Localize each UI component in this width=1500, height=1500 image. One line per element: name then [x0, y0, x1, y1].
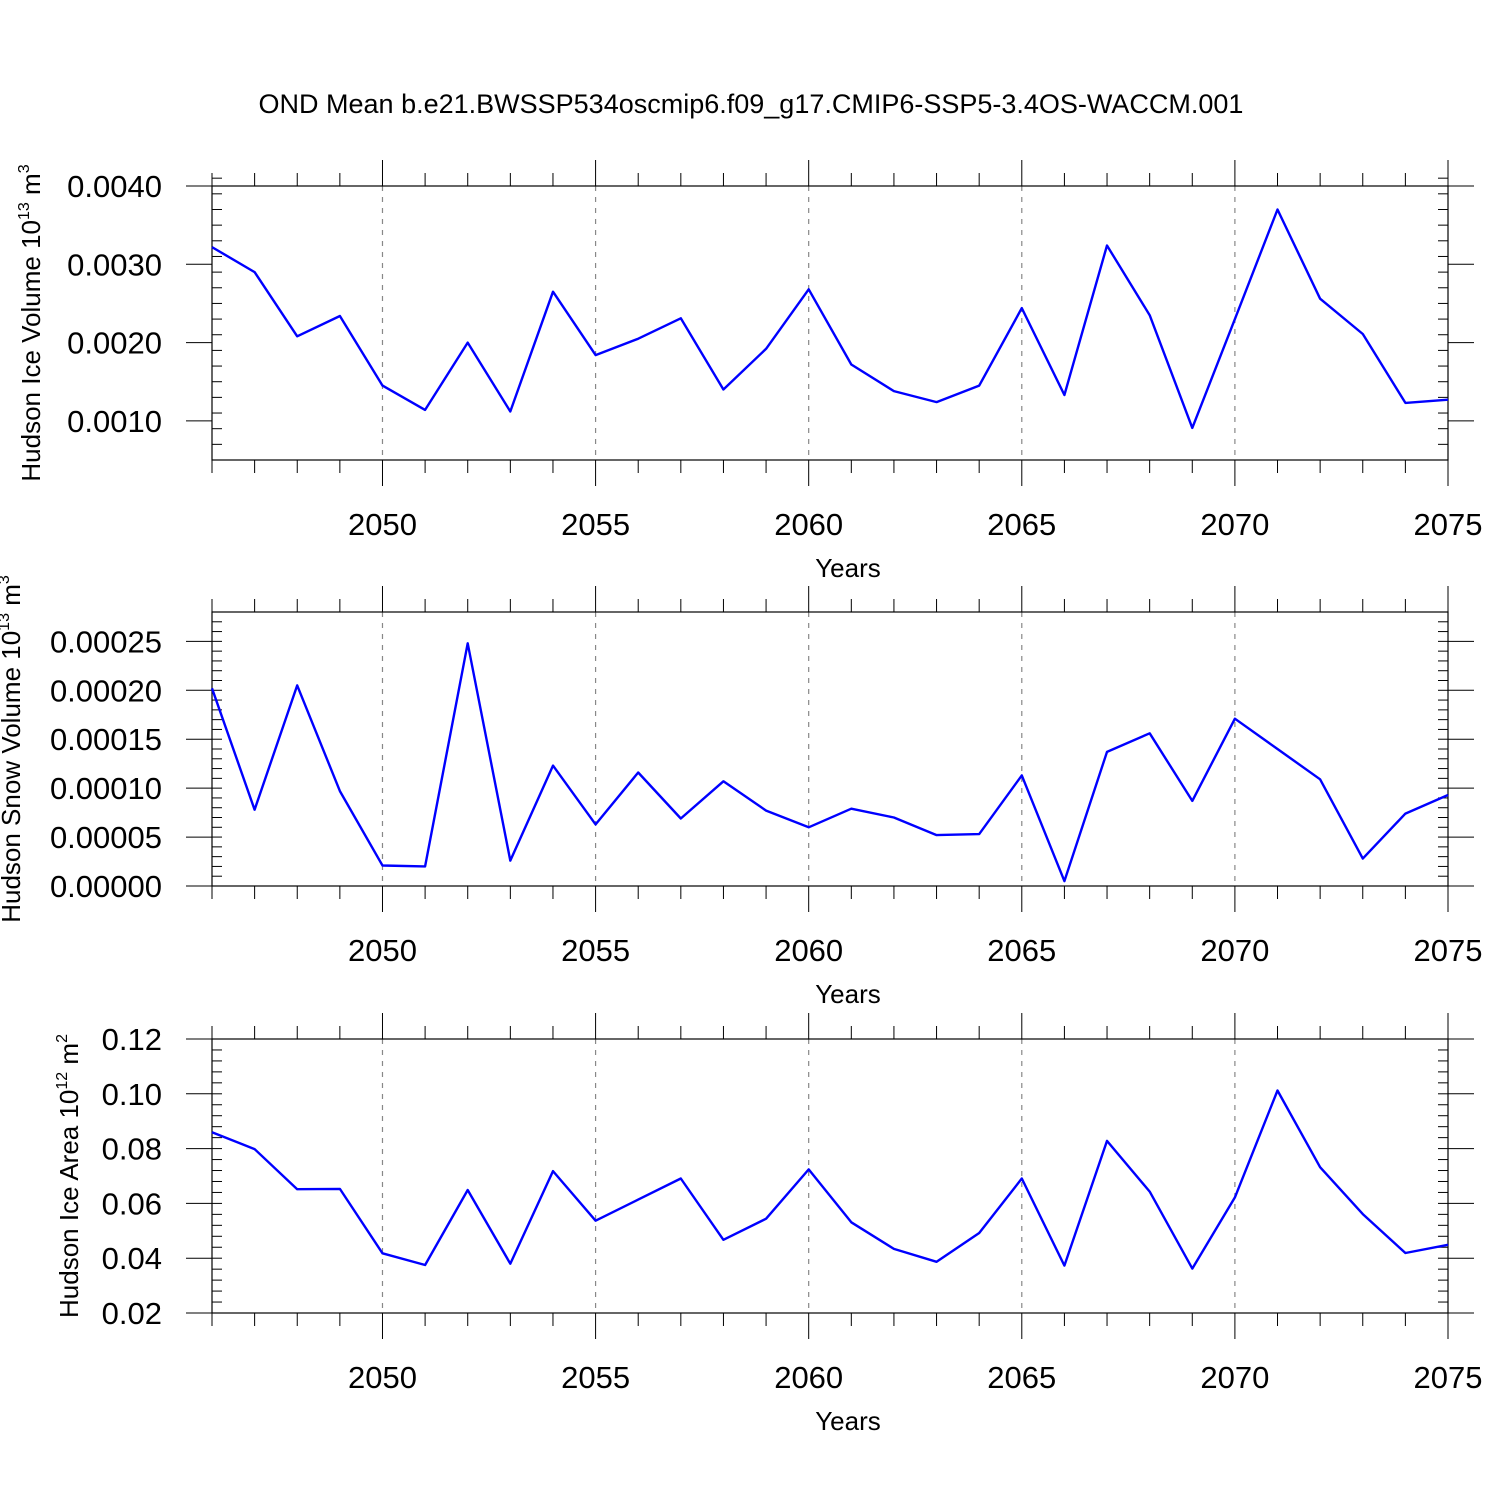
y-axis-label: Hudson Ice Area 1012 m2: [54, 1034, 84, 1318]
y-tick-label: 0.00015: [50, 722, 162, 757]
y-tick-label: 0.04: [102, 1241, 162, 1276]
x-tick-label: 2050: [348, 1360, 417, 1395]
plot-frame: [211, 1038, 1449, 1314]
x-tick-label: 2075: [1414, 1360, 1483, 1395]
x-tick-label: 2065: [987, 933, 1056, 968]
x-tick-label: 2060: [774, 1360, 843, 1395]
plot-frame: [211, 611, 1449, 887]
y-tick-label: 0.06: [102, 1186, 162, 1221]
panel-ice-area: 2050 2055 2060 2065 2070 2075 0.02 0.04 0.06 0.08…: [54, 1013, 1482, 1436]
x-tick-label: 2055: [561, 933, 630, 968]
y-tick-label: 0.00000: [50, 869, 162, 904]
x-tick-label: 2050: [348, 507, 417, 542]
y-tick-label: 0.02: [102, 1296, 162, 1331]
x-axis-label: Years: [815, 1406, 881, 1436]
y-tick-label: 0.0030: [67, 247, 162, 282]
y-tick-label: 0.00010: [50, 771, 162, 806]
y-tick-label: 0.0010: [67, 404, 162, 439]
y-tick-label: 0.10: [102, 1077, 162, 1112]
y-tick-label: 0.12: [102, 1022, 162, 1057]
panels: 2050 2055 2060 2065 2070 2075 0.0010 0.0020 0.00…: [0, 160, 1482, 1436]
x-tick-label: 2055: [561, 507, 630, 542]
x-tick-label: 2060: [774, 933, 843, 968]
x-tick-label: 2065: [987, 507, 1056, 542]
x-tick-label: 2070: [1200, 507, 1269, 542]
x-tick-label: 2070: [1200, 933, 1269, 968]
panel-snow-volume: 2050 2055 2060 2065 2070 2075 0.00000 0.00005 0.…: [0, 575, 1482, 1009]
y-tick-label: 0.0040: [67, 169, 162, 204]
figure-title: OND Mean b.e21.BWSSP534oscmip6.f09_g17.C…: [259, 89, 1244, 119]
x-tick-label: 2065: [987, 1360, 1056, 1395]
x-axis-label: Years: [815, 553, 881, 583]
x-axis-label: Years: [815, 979, 881, 1009]
series-line: [210, 642, 1449, 883]
series-line: [211, 1089, 1449, 1270]
y-tick-label: 0.00025: [50, 624, 162, 659]
y-tick-label: 0.0020: [67, 326, 162, 361]
x-tick-label: 2075: [1414, 933, 1483, 968]
plot-frame: [211, 185, 1449, 461]
y-tick-label: 0.00005: [50, 820, 162, 855]
y-tick-label: 0.08: [102, 1132, 162, 1167]
x-tick-label: 2050: [348, 933, 417, 968]
x-tick-label: 2060: [774, 507, 843, 542]
x-tick-label: 2075: [1414, 507, 1483, 542]
panel-ice-volume: 2050 2055 2060 2065 2070 2075 0.0010 0.0020 0.00…: [16, 160, 1482, 583]
y-axis-label: Hudson Ice Volume 1013 m3: [16, 164, 46, 481]
x-tick-label: 2070: [1200, 1360, 1269, 1395]
x-tick-label: 2055: [561, 1360, 630, 1395]
y-axis-label: Hudson Snow Volume 1013 m3: [0, 575, 26, 923]
series-line: [211, 208, 1449, 430]
y-tick-label: 0.00020: [50, 673, 162, 708]
